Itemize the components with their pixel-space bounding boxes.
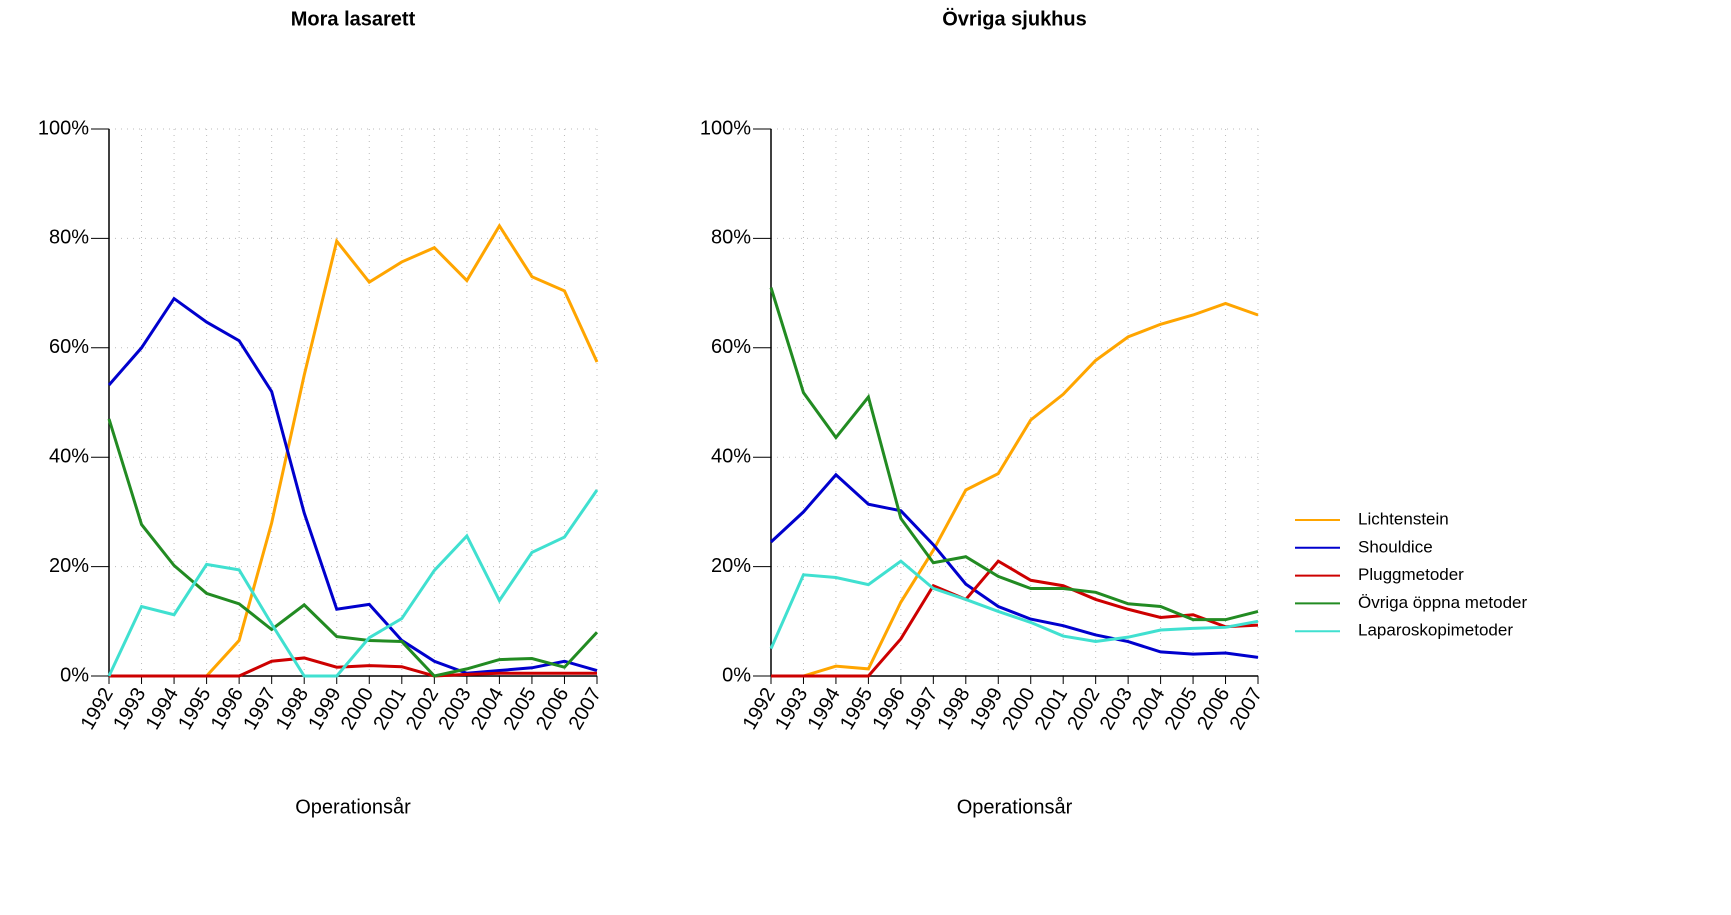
legend-label: Lichtenstein (1358, 509, 1449, 528)
series-line (769, 559, 1259, 650)
x-tick-label: 1994 (804, 684, 845, 734)
y-tick-label: 80% (49, 227, 89, 249)
x-tick-label: 2005 (1161, 684, 1202, 734)
x-axis-title: Operationsår (295, 796, 411, 818)
legend-label: Övriga öppna metoder (1358, 593, 1527, 612)
x-tick-label: 2007 (565, 684, 606, 734)
x-tick-label: 1992 (77, 684, 118, 734)
legend-label: Shouldice (1358, 537, 1433, 556)
y-tick-label: 20% (711, 555, 751, 577)
x-tick-label: 1994 (142, 684, 183, 734)
x-tick-label: 2004 (1128, 684, 1169, 734)
x-tick-label: 2000 (998, 684, 1039, 734)
y-tick-label: 60% (711, 336, 751, 358)
series-line (107, 489, 599, 678)
series-line (771, 301, 1259, 678)
x-tick-label: 2006 (1193, 684, 1234, 734)
series-line (109, 656, 597, 678)
x-tick-label: 1995 (174, 684, 215, 734)
x-tick-label: 2000 (337, 684, 378, 734)
x-tick-label: 1997 (239, 684, 280, 734)
x-tick-label: 1995 (836, 684, 877, 734)
x-axis-title: Operationsår (957, 796, 1073, 818)
x-tick-label: 1999 (304, 684, 345, 734)
x-tick-label: 1998 (272, 684, 313, 734)
chart-title: Övriga sjukhus (942, 7, 1087, 30)
x-tick-label: 2006 (532, 684, 573, 734)
x-tick-label: 2002 (402, 684, 443, 734)
y-tick-label: 40% (711, 445, 751, 467)
series-line (769, 472, 1259, 659)
series-line (107, 418, 599, 678)
legend-label: Laparoskopimetoder (1358, 621, 1513, 640)
x-tick-label: 2003 (434, 684, 475, 734)
y-tick-label: 20% (49, 555, 89, 577)
y-tick-label: 60% (49, 336, 89, 358)
series-line (769, 287, 1259, 622)
x-tick-label: 2004 (467, 684, 508, 734)
x-tick-label: 2001 (369, 684, 410, 734)
y-tick-label: 80% (711, 227, 751, 249)
x-tick-label: 1996 (207, 684, 248, 734)
y-tick-label: 0% (722, 664, 751, 686)
x-tick-label: 2002 (1063, 684, 1104, 734)
x-tick-label: 1998 (933, 684, 974, 734)
series-line (109, 222, 599, 678)
y-tick-label: 100% (700, 117, 751, 139)
x-tick-label: 1996 (868, 684, 909, 734)
series-line (107, 296, 598, 675)
x-tick-label: 2005 (500, 684, 541, 734)
series-line (771, 559, 1259, 678)
y-tick-label: 40% (49, 445, 89, 467)
x-tick-label: 1999 (966, 684, 1007, 734)
y-tick-label: 100% (38, 117, 89, 139)
chart-title: Mora lasarett (291, 8, 416, 30)
x-tick-label: 2003 (1096, 684, 1137, 734)
x-tick-label: 1993 (771, 684, 812, 734)
x-tick-label: 1993 (109, 684, 150, 734)
x-tick-label: 2001 (1031, 684, 1072, 734)
x-tick-label: 1997 (901, 684, 942, 734)
x-tick-label: 1992 (739, 684, 780, 734)
legend-label: Pluggmetoder (1358, 565, 1464, 584)
y-tick-label: 0% (60, 664, 89, 686)
x-tick-label: 2007 (1226, 684, 1267, 734)
